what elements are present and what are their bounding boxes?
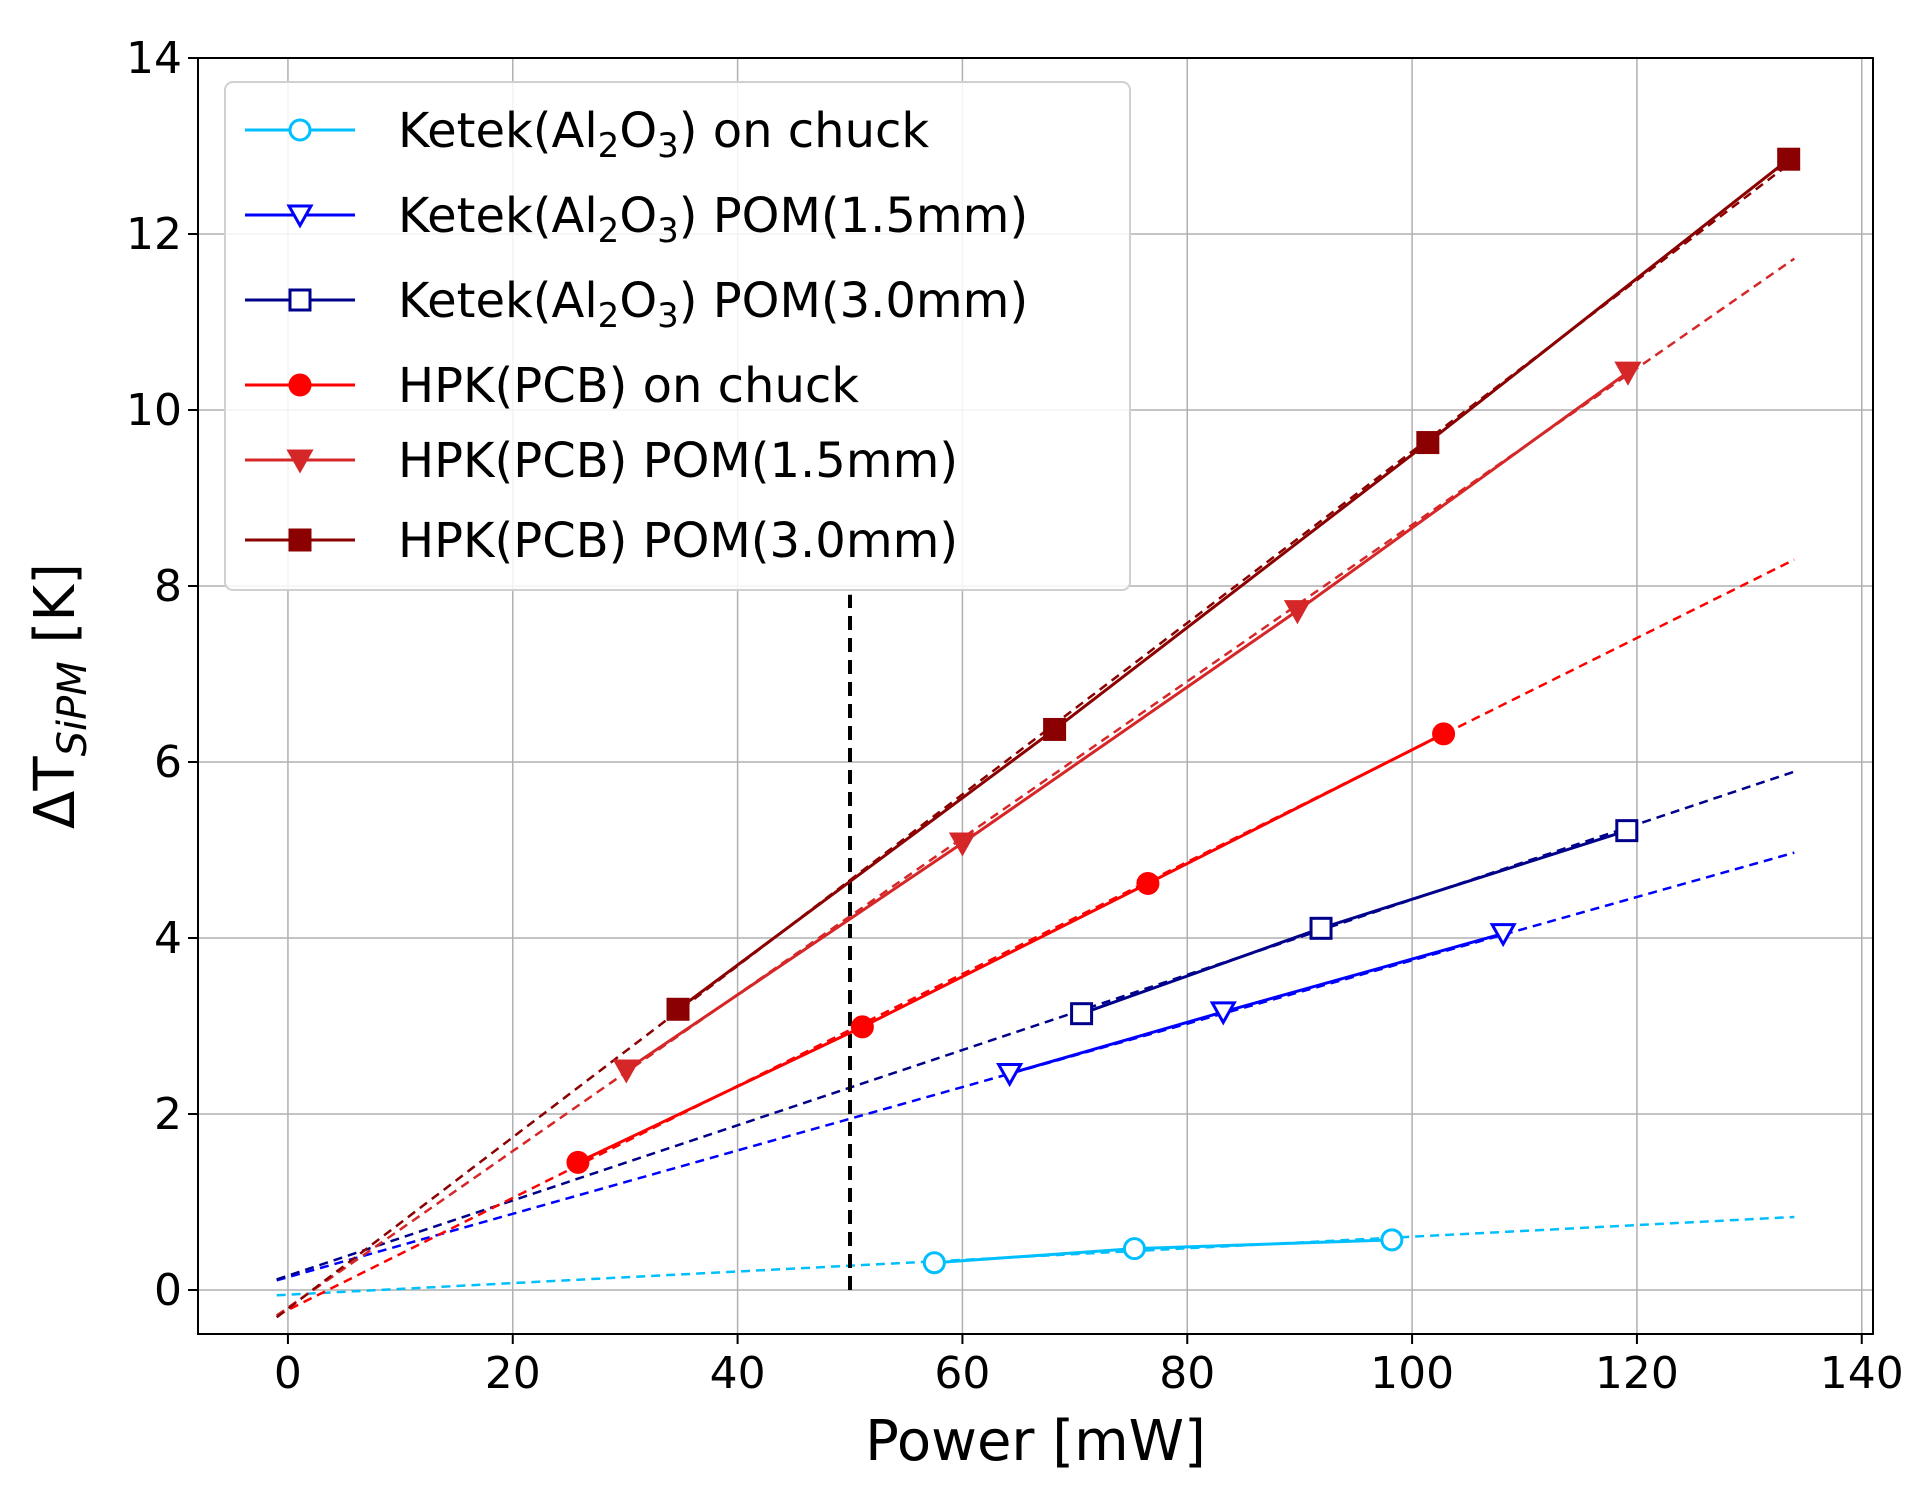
series-line: [625, 370, 1629, 1072]
x-tick-label: 80: [1159, 1348, 1215, 1399]
y-tick-label: 14: [126, 33, 182, 84]
legend-item: HPK(PCB) POM(3.0mm): [245, 513, 958, 569]
y-tick-label: 6: [154, 737, 182, 788]
series-markers: [566, 147, 1801, 1275]
legend-marker: [288, 373, 312, 397]
data-point: [1380, 1228, 1404, 1252]
y-tick-label: 12: [126, 209, 182, 260]
y-tick-label: 8: [154, 561, 182, 612]
legend-label: Ketek(Al2O3) POM(1.5mm): [398, 188, 1028, 251]
data-point: [1070, 1002, 1094, 1026]
data-point: [850, 1015, 874, 1039]
fit-line: [276, 770, 1795, 1281]
data-point: [1283, 600, 1311, 625]
data-point: [1777, 147, 1801, 171]
plot-frame: [197, 57, 1874, 1335]
x-axis-label: Power [mW]: [865, 1409, 1206, 1474]
x-tick-label: 40: [710, 1348, 766, 1399]
legend-marker: [288, 528, 312, 552]
x-tick-label: 0: [274, 1348, 302, 1399]
legend-marker: [286, 204, 314, 229]
legend-item: HPK(PCB) POM(1.5mm): [245, 433, 958, 489]
fit-line: [275, 257, 1796, 1317]
legend-marker: [286, 449, 314, 474]
data-point: [1209, 1001, 1237, 1026]
axis-ticks: 0 20 40 60 80 100 120 140 0 2 4 6 8 10 12 14: [126, 33, 1904, 1399]
y-tick-label: 2: [154, 1089, 182, 1140]
data-point: [1136, 871, 1160, 895]
data-point: [922, 1251, 946, 1275]
data-point: [1122, 1237, 1146, 1261]
legend-item: Ketek(Al2O3) on chuck: [245, 103, 929, 166]
data-point: [948, 832, 976, 857]
data-point: [1043, 717, 1067, 741]
data-point: [996, 1063, 1024, 1088]
x-tick-label: 20: [485, 1348, 541, 1399]
legend-label: Ketek(Al2O3) POM(3.0mm): [398, 273, 1028, 336]
legend-label: HPK(PCB) POM(3.0mm): [398, 513, 958, 569]
legend: Ketek(Al2O3) on chuck Ketek(Al2O3) POM(1.…: [224, 81, 1131, 591]
legend-box: [224, 81, 1131, 591]
legend-item: Ketek(Al2O3) POM(3.0mm): [245, 273, 1028, 336]
y-axis-label-main: ΔT: [23, 756, 88, 829]
legend-item: Ketek(Al2O3) POM(1.5mm): [245, 188, 1028, 251]
data-point: [612, 1059, 640, 1084]
legend-marker: [288, 118, 312, 142]
fit-line: [276, 558, 1795, 1317]
data-point: [666, 997, 690, 1021]
y-tick-label: 4: [154, 913, 182, 964]
data-point: [1615, 819, 1639, 843]
data-point: [1614, 361, 1642, 386]
x-tick-label: 120: [1595, 1348, 1679, 1399]
legend-marker: [288, 288, 312, 312]
data-point: [566, 1150, 590, 1174]
series-line: [677, 158, 1790, 1011]
data-point: [1309, 916, 1333, 940]
y-tick-label: 0: [154, 1265, 182, 1316]
data-point: [1416, 431, 1440, 455]
fit-line: [276, 1215, 1795, 1297]
y-axis-label: ΔTSiPM [K]: [23, 563, 96, 829]
x-tick-label: 100: [1370, 1348, 1454, 1399]
legend-label: HPK(PCB) on chuck: [398, 358, 859, 414]
x-tick-label: 60: [934, 1348, 990, 1399]
data-point: [1489, 923, 1517, 948]
y-axis-label-sub: SiPM: [50, 661, 96, 756]
y-tick-label: 10: [126, 385, 182, 436]
legend-label: HPK(PCB) POM(1.5mm): [398, 433, 958, 489]
data-point: [1432, 722, 1456, 746]
legend-item: HPK(PCB) on chuck: [245, 358, 859, 414]
y-axis-label-unit: [K]: [23, 563, 88, 661]
legend-label: Ketek(Al2O3) on chuck: [398, 103, 929, 166]
series-line: [577, 732, 1445, 1164]
x-tick-label: 140: [1820, 1348, 1904, 1399]
